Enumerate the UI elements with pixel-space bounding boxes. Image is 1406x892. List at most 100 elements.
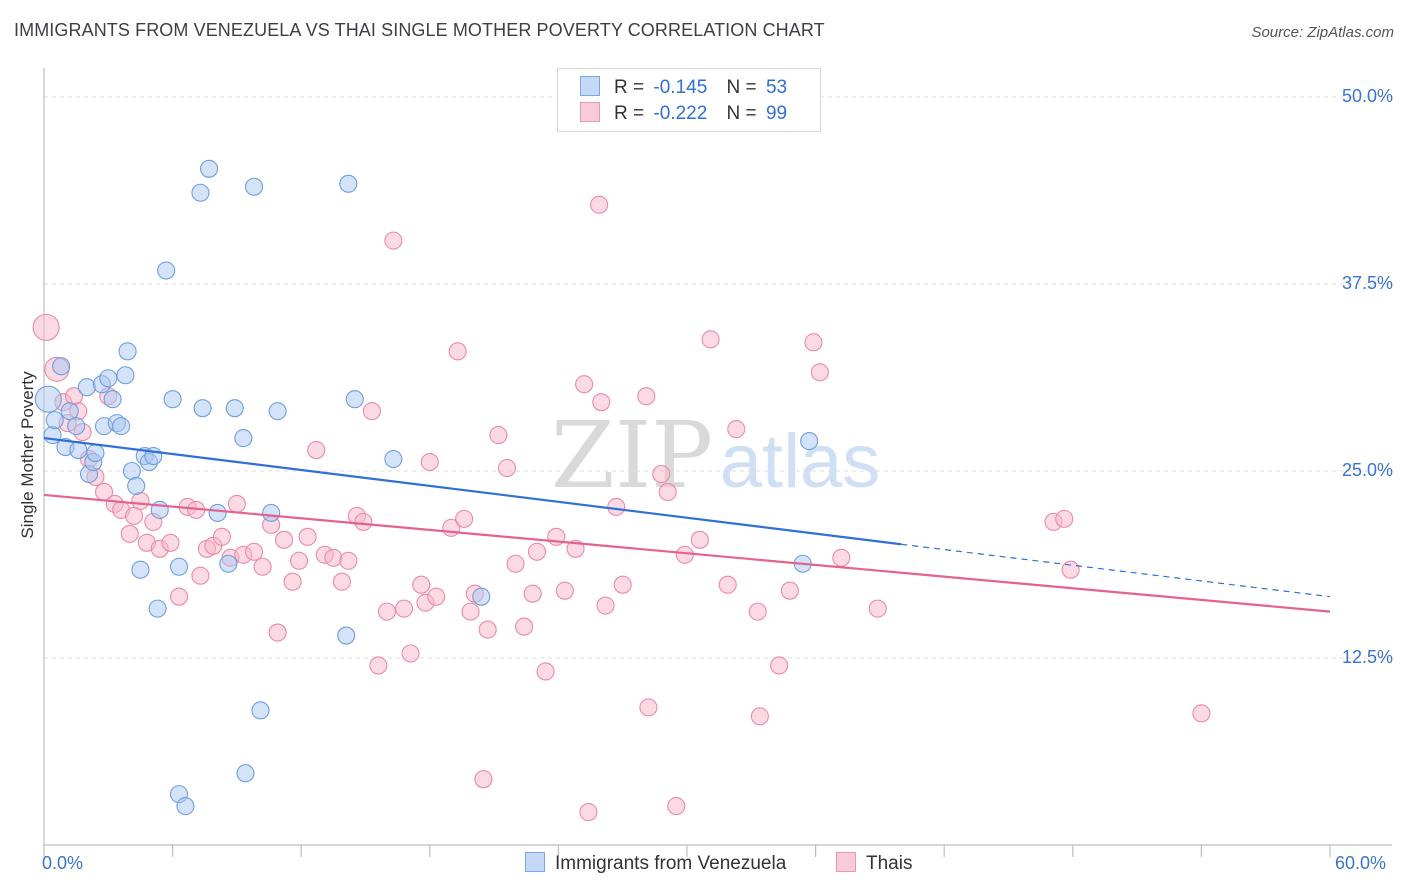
legend-r-value: -0.145 [653, 77, 708, 98]
legend-row-thais: R = -0.222 N = 99 [580, 102, 787, 124]
venezuela-point-14 [99, 369, 118, 388]
venezuela-point-44 [268, 402, 287, 421]
thais-point-60 [474, 770, 493, 789]
thais-point-91 [770, 656, 789, 675]
venezuela-point-22 [131, 560, 150, 579]
thais-point-13 [120, 524, 139, 543]
thais-trend-line [43, 493, 1331, 613]
venezuela-point-3 [52, 357, 71, 376]
venezuela-point-2 [45, 411, 64, 430]
thais-point-87 [718, 575, 737, 594]
thais-point-36 [290, 551, 309, 570]
venezuela-trend-line [43, 436, 902, 546]
thais-point-70 [555, 581, 574, 600]
venezuela-point-26 [148, 599, 167, 618]
thais-point-53 [420, 452, 439, 472]
thais-point-74 [590, 195, 609, 214]
axes [43, 68, 1392, 857]
thais-point-76 [596, 596, 615, 615]
legend-r-value: -0.222 [653, 103, 708, 124]
bottom-legend-label-venezuela: Immigrants from Venezuela [555, 853, 787, 874]
thais-point-51 [412, 575, 431, 594]
venezuela-point-39 [234, 429, 253, 448]
watermark-atlas: atlas [720, 419, 881, 504]
venezuela-point-11 [86, 443, 105, 463]
thais-point-83 [667, 797, 686, 816]
thais-point-94 [810, 363, 829, 382]
thais-point-35 [283, 572, 302, 591]
legend-n-value: 53 [765, 77, 788, 98]
legend-r-label: R = [614, 103, 645, 124]
venezuela-point-19 [118, 342, 137, 361]
venezuela-point-32 [176, 797, 195, 816]
thais-point-26 [212, 527, 231, 546]
thais-point-40 [324, 548, 343, 567]
thais-point-81 [652, 464, 671, 484]
venezuela-point-33 [191, 183, 210, 202]
thais-point-58 [461, 602, 480, 621]
thais-point-45 [362, 402, 381, 421]
legend-n-value: 99 [765, 103, 788, 124]
venezuela-point-48 [384, 449, 403, 469]
thais-point-15 [131, 491, 150, 510]
thais-point-57 [455, 509, 474, 528]
venezuela-point-46 [339, 174, 358, 193]
thais-point-33 [268, 623, 287, 642]
thais-point-86 [701, 330, 720, 349]
bottom-legend-swatch-blue [525, 852, 545, 872]
thais-point-49 [395, 599, 414, 618]
thais-point-90 [750, 707, 769, 726]
thais-point-96 [868, 599, 887, 618]
venezuela-point-36 [208, 503, 227, 522]
thais-point-54 [427, 587, 446, 606]
thais-point-30 [244, 542, 264, 561]
venezuela-point-20 [122, 461, 141, 481]
thais-point-85 [690, 530, 709, 549]
thais-point-50 [401, 644, 420, 663]
y-tick-label-3: 50.0% [1341, 86, 1393, 106]
venezuela-point-45 [337, 626, 356, 645]
thais-point-98 [1055, 509, 1074, 528]
venezuela-point-6 [67, 417, 86, 436]
venezuela-points [34, 159, 819, 816]
x-tick-min: 0.0% [42, 853, 84, 873]
venezuela-point-1 [43, 426, 62, 445]
thais-point-67 [527, 542, 547, 561]
legend-swatch-pink [580, 102, 600, 122]
thais-points [32, 195, 1211, 822]
thais-point-14 [124, 506, 144, 525]
bottom-legend-swatch-pink [836, 852, 856, 872]
thais-point-61 [478, 620, 497, 639]
thais-point-77 [607, 497, 626, 516]
thais-point-82 [658, 482, 677, 501]
thais-point-79 [637, 387, 656, 406]
thais-point-78 [613, 575, 632, 594]
thais-point-31 [253, 557, 272, 576]
thais-point-56 [448, 342, 467, 361]
venezuela-point-50 [800, 432, 819, 451]
thais-point-41 [332, 572, 351, 591]
venezuela-point-0 [34, 385, 62, 413]
venezuela-point-49 [472, 587, 491, 606]
bottom-legend-thais: Thais [836, 852, 912, 875]
venezuela-point-37 [219, 554, 238, 573]
chart-title: IMMIGRANTS FROM VENEZUELA VS THAI SINGLE… [14, 20, 825, 40]
venezuela-point-21 [127, 476, 146, 496]
y-tick-label-2: 37.5% [1341, 273, 1393, 293]
thais-point-37 [298, 527, 317, 546]
thais-point-88 [727, 420, 746, 439]
legend-swatch-blue [580, 76, 600, 96]
thais-point-48 [384, 231, 403, 250]
thais-point-92 [780, 581, 799, 600]
venezuela-point-18 [116, 366, 135, 385]
venezuela-point-31 [169, 557, 189, 576]
venezuela-point-17 [112, 417, 131, 436]
thais-point-72 [575, 375, 594, 394]
venezuela-point-15 [103, 390, 122, 409]
thais-point-62 [489, 426, 508, 445]
bottom-legend-label-thais: Thais [866, 853, 913, 874]
thais-point-0 [32, 313, 60, 341]
legend: R = -0.145 N = 53 R = -0.222 N = 99 [557, 68, 821, 132]
thais-point-64 [506, 554, 525, 573]
